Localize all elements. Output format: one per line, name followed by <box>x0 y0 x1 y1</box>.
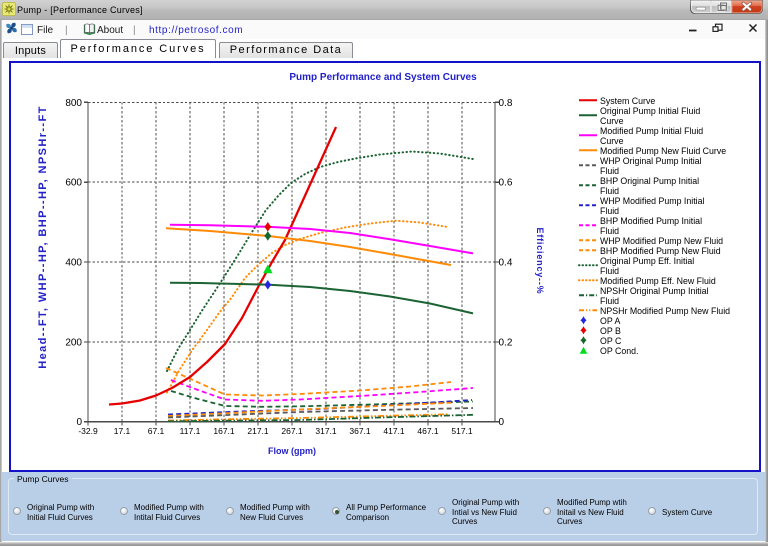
svg-text:0.2: 0.2 <box>499 337 513 348</box>
svg-text:Original Pump Eff. Initial: Original Pump Eff. Initial <box>600 256 694 266</box>
svg-text:OP C: OP C <box>600 336 622 346</box>
svg-text:400: 400 <box>65 258 82 269</box>
svg-text:Head--FT, WHP--HP, BHP--HP, NP: Head--FT, WHP--HP, BHP--HP, NPSHr--FT <box>37 105 49 368</box>
svg-text:Fluid: Fluid <box>600 166 619 176</box>
svg-text:Curve: Curve <box>600 116 624 126</box>
svg-text:67.1: 67.1 <box>148 426 165 436</box>
svg-text:800: 800 <box>65 98 82 109</box>
svg-text:Pump Performance and System Cu: Pump Performance and System Curves <box>289 72 477 83</box>
svg-text:Curve: Curve <box>600 136 624 146</box>
svg-text:Fluid: Fluid <box>600 296 619 306</box>
svg-text:117.1: 117.1 <box>180 426 201 436</box>
svg-text:Fluid: Fluid <box>600 186 619 196</box>
svg-text:Fluid: Fluid <box>600 206 619 216</box>
svg-text:167.1: 167.1 <box>213 426 235 436</box>
svg-text:Modified Pump New Fluid Curve: Modified Pump New Fluid Curve <box>600 146 726 156</box>
svg-text:0.4: 0.4 <box>499 258 513 269</box>
svg-text:Fluid: Fluid <box>600 266 619 276</box>
svg-text:Flow (gpm): Flow (gpm) <box>268 446 316 456</box>
svg-text:Efficiency--%: Efficiency--% <box>535 228 545 295</box>
svg-text:367.1: 367.1 <box>349 426 371 436</box>
svg-text:Fluid: Fluid <box>600 226 619 236</box>
svg-text:NPSHr Original Pump Initial: NPSHr Original Pump Initial <box>600 286 709 296</box>
svg-text:0: 0 <box>76 417 82 428</box>
svg-text:BHP Modified Pump Initial: BHP Modified Pump Initial <box>600 216 702 226</box>
svg-text:200: 200 <box>65 337 82 348</box>
svg-text:System Curve: System Curve <box>600 96 655 106</box>
svg-text:BHP Modified Pump New Fluid: BHP Modified Pump New Fluid <box>600 246 721 256</box>
svg-text:Original Pump Initial Fluid: Original Pump Initial Fluid <box>600 106 700 116</box>
svg-text:600: 600 <box>65 178 82 189</box>
svg-text:WHP Original Pump Initial: WHP Original Pump Initial <box>600 156 702 166</box>
svg-text:417.1: 417.1 <box>383 426 405 436</box>
svg-text:267.1: 267.1 <box>281 426 303 436</box>
svg-text:NPSHr Modified Pump New Fluid: NPSHr Modified Pump New Fluid <box>600 306 730 316</box>
svg-text:OP Cond.: OP Cond. <box>600 346 638 356</box>
svg-text:0.8: 0.8 <box>499 98 513 109</box>
svg-text:467.1: 467.1 <box>417 426 439 436</box>
svg-text:217.1: 217.1 <box>247 426 269 436</box>
svg-text:Modified Pump Eff. New Fluid: Modified Pump Eff. New Fluid <box>600 276 716 286</box>
svg-text:0: 0 <box>499 417 505 428</box>
svg-text:317.1: 317.1 <box>315 426 337 436</box>
svg-text:WHP Modified Pump Initial: WHP Modified Pump Initial <box>600 196 705 206</box>
svg-text:17.1: 17.1 <box>114 426 131 436</box>
svg-text:517.1: 517.1 <box>451 426 473 436</box>
svg-text:OP B: OP B <box>600 326 621 336</box>
svg-text:BHP Original Pump Initial: BHP Original Pump Initial <box>600 176 699 186</box>
svg-text:0.6: 0.6 <box>499 178 513 189</box>
svg-text:Modified Pump Initial Fluid: Modified Pump Initial Fluid <box>600 126 703 136</box>
svg-text:WHP Modified Pump New Fluid: WHP Modified Pump New Fluid <box>600 236 723 246</box>
svg-text:OP A: OP A <box>600 316 621 326</box>
svg-text:-32.9: -32.9 <box>78 426 98 436</box>
